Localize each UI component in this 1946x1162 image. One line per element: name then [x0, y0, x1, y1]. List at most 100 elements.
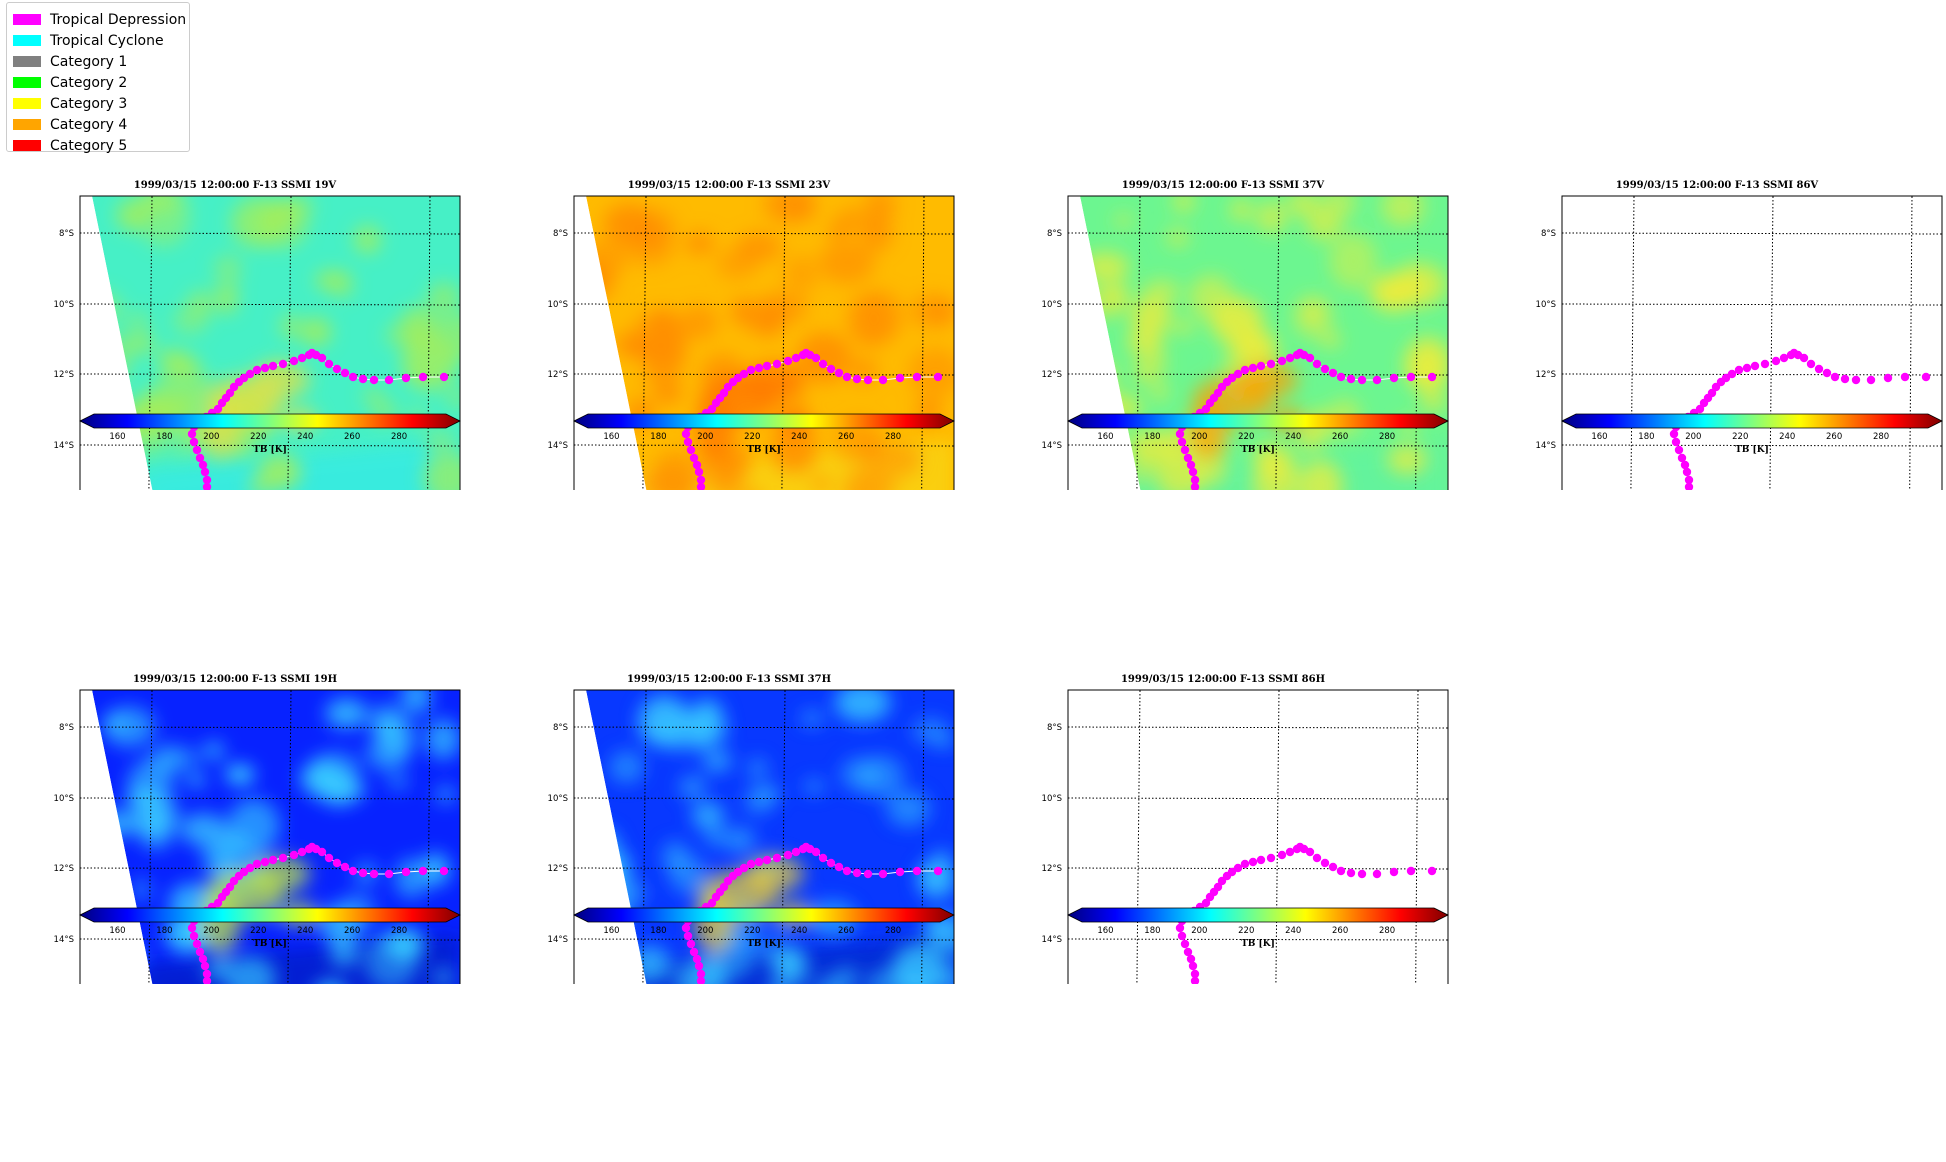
track-point [252, 365, 262, 375]
track-point [1201, 898, 1211, 908]
track-point [719, 388, 729, 398]
map-panel-86v: 1999/03/15 12:00:00 F-13 SSMI 86V 8°S 10°S… [1482, 0, 1946, 490]
field-blob [125, 311, 151, 332]
field-blob [314, 270, 346, 291]
field-blob [608, 750, 645, 784]
colorbar-tick-label: 260 [838, 926, 854, 936]
field-blob [258, 453, 302, 490]
track-point [681, 923, 691, 933]
latitude-label: 14°S [54, 441, 74, 451]
colorbar-tick-label: 240 [297, 926, 313, 936]
track-point [933, 866, 943, 876]
field-blob [279, 314, 301, 339]
track-point [348, 866, 358, 876]
track-point [1883, 373, 1893, 383]
legend-swatch [13, 77, 41, 88]
track-point [348, 372, 358, 382]
track-point [340, 862, 350, 872]
longitude-gridline [921, 195, 925, 490]
colorbar-tick-label: 280 [391, 432, 407, 442]
map-svg: 8°S10°S12°S14°S16°S72°E76°E80°E160180200… [1536, 195, 1943, 490]
track-point [1320, 858, 1330, 868]
track-point [268, 855, 278, 865]
track-point [418, 372, 428, 382]
track-point [239, 867, 249, 877]
colorbar-tick-label: 160 [1097, 432, 1113, 442]
colorbar-tick-label: 280 [391, 926, 407, 936]
legend-item-tropical-depression: Tropical Depression [7, 9, 189, 30]
track-point [719, 882, 729, 892]
field-blob [1321, 196, 1357, 220]
latitude-gridline [573, 444, 955, 447]
track-point [842, 866, 852, 876]
latitude-gridline [1067, 232, 1449, 235]
longitude-gridline [642, 195, 647, 490]
colorbar [573, 413, 955, 429]
field-blob [1404, 337, 1448, 392]
track-point [384, 375, 394, 385]
legend-swatch [13, 98, 41, 109]
track-point [1760, 359, 1770, 369]
legend: Tropical Depression Tropical Cyclone Cat… [6, 2, 190, 154]
map-panel-37v: 1999/03/15 12:00:00 F-13 SSMI 37V 8°S 10°S… [988, 0, 1458, 490]
panel-title: 1999/03/15 12:00:00 F-13 SSMI 23V [627, 180, 831, 191]
track-point [198, 460, 208, 470]
colorbar-tick-label: 280 [1379, 926, 1395, 936]
latitude-gridline [1561, 373, 1943, 376]
colorbar-tick-label: 160 [603, 926, 619, 936]
track-point [189, 437, 199, 447]
track-point [189, 931, 199, 941]
colorbar-tick-label: 280 [1873, 432, 1889, 442]
track-point [696, 475, 706, 485]
colorbar-tick-label: 180 [1144, 926, 1160, 936]
track-point [1266, 853, 1276, 863]
legend-label: Tropical Cyclone [50, 32, 164, 49]
field-blob [1173, 320, 1195, 335]
colorbar-tick-label: 180 [156, 432, 172, 442]
track-point [1240, 859, 1250, 869]
field-blob [679, 775, 706, 799]
field-blob [1381, 196, 1425, 227]
map-panel-37h: 1999/03/15 12:00:00 F-13 SSMI 37H 8°S 10°S… [494, 494, 964, 984]
field-blob [935, 963, 954, 984]
track-point [1256, 855, 1266, 865]
track-point [1180, 939, 1190, 949]
track-point [252, 859, 262, 869]
latitude-label: 10°S [1042, 794, 1062, 804]
track-point [842, 372, 852, 382]
track-point [912, 866, 922, 876]
field-blob [383, 927, 425, 961]
map-frame [79, 689, 461, 984]
field-blob [691, 802, 725, 829]
legend-swatch [13, 119, 41, 130]
track-point [1188, 961, 1198, 971]
longitude-gridline [642, 689, 647, 984]
latitude-label: 14°S [1042, 441, 1062, 451]
field-blob [400, 306, 437, 344]
track-point [1707, 388, 1717, 398]
track-point [192, 939, 202, 949]
track-point [332, 858, 342, 868]
field-blob [423, 451, 460, 490]
field-blob [827, 222, 850, 240]
track-point [1674, 445, 1684, 455]
field-blob [1391, 262, 1447, 307]
track-point [689, 947, 699, 957]
track-point [317, 353, 327, 363]
latitude-label: 12°S [54, 864, 74, 874]
field-blob [1374, 276, 1402, 308]
track-point [1227, 373, 1237, 383]
track-point [895, 867, 905, 877]
legend-label: Category 2 [50, 74, 128, 91]
latitude-label: 14°S [1536, 441, 1556, 451]
longitude-gridline [781, 689, 786, 984]
field-blob [1287, 196, 1319, 216]
track-point [278, 359, 288, 369]
colorbar-tick-label: 180 [1144, 432, 1160, 442]
track-point [1328, 862, 1338, 872]
field-blob [1387, 444, 1428, 475]
longitude-gridline [1136, 689, 1141, 984]
track-point [1312, 359, 1322, 369]
colorbar-label: TB [K] [253, 445, 287, 455]
track-point [1248, 857, 1258, 867]
